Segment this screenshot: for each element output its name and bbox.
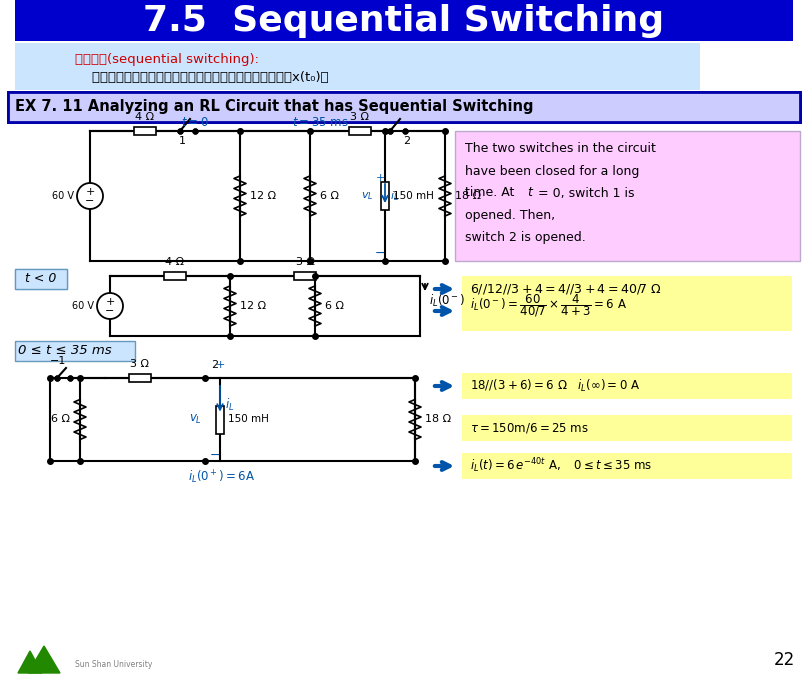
Text: −1: −1 [50, 356, 66, 366]
Polygon shape [28, 646, 60, 673]
Bar [15, 269, 67, 289]
Text: 指電路中的切換動作超過一次以上，重點在於求得初始値x(t₀)。: 指電路中的切換動作超過一次以上，重點在於求得初始値x(t₀)。 [75, 71, 329, 84]
Text: 150 mH: 150 mH [228, 415, 269, 424]
Bar [462, 291, 792, 331]
Bar [455, 131, 800, 261]
Circle shape [97, 293, 123, 319]
Text: 0 ≤ t ≤ 35 ms: 0 ≤ t ≤ 35 ms [18, 345, 112, 358]
Bar [8, 92, 800, 122]
Text: +: + [105, 297, 115, 307]
Text: = 0, switch 1 is: = 0, switch 1 is [534, 187, 634, 200]
Text: −: − [210, 449, 221, 462]
Text: 18 Ω: 18 Ω [425, 415, 451, 424]
Text: $6//12//3+4 = 4//3+4 = 40/7\ \Omega$: $6//12//3+4 = 4//3+4 = 40/7\ \Omega$ [470, 282, 662, 296]
Text: t < 0: t < 0 [25, 272, 57, 285]
Text: $t = 0$: $t = 0$ [181, 116, 208, 129]
Text: +: + [215, 360, 225, 370]
Text: 60 V: 60 V [52, 191, 74, 201]
Bar [462, 276, 792, 302]
Text: 7.5  Sequential Switching: 7.5 Sequential Switching [144, 3, 664, 37]
Bar [8, 92, 800, 122]
Text: $i_L$: $i_L$ [225, 396, 234, 413]
Text: 2: 2 [212, 360, 218, 370]
Text: $i_L(t) = 6\,e^{-40t}\ \mathrm{A},\quad 0 \leq t \leq 35\ \mathrm{ms}$: $i_L(t) = 6\,e^{-40t}\ \mathrm{A},\quad … [470, 457, 653, 475]
Text: $v_L$: $v_L$ [361, 190, 373, 202]
Text: 150 mH: 150 mH [393, 191, 434, 201]
Text: $i_L(0^-) = \dfrac{60}{40/7} \times \dfrac{4}{4+3} = 6\ \mathrm{A}$: $i_L(0^-) = \dfrac{60}{40/7} \times \dfr… [470, 293, 627, 319]
Text: 3 Ω: 3 Ω [131, 359, 149, 369]
Text: Sun Shan University: Sun Shan University [75, 660, 153, 669]
Bar [134, 127, 156, 135]
Text: 4 Ω: 4 Ω [136, 112, 154, 122]
Text: 18 Ω: 18 Ω [455, 191, 481, 201]
Text: $v_L$: $v_L$ [189, 413, 202, 426]
Bar [462, 373, 792, 399]
Text: t: t [527, 187, 532, 200]
Text: 22: 22 [774, 651, 795, 669]
Text: opened. Then,: opened. Then, [465, 208, 559, 221]
Bar [15, 269, 67, 289]
Bar [15, 0, 793, 41]
Text: 1: 1 [179, 136, 186, 146]
Text: time. At: time. At [465, 187, 519, 200]
Text: +: + [375, 173, 385, 183]
Text: $t = 35$ ms: $t = 35$ ms [292, 116, 348, 129]
Bar [349, 127, 371, 135]
Text: 6 Ω: 6 Ω [51, 415, 70, 424]
Text: 60 V: 60 V [72, 301, 94, 311]
Text: $18//(3+6) = 6\ \Omega\quad i_L(\infty) = 0\ \mathrm{A}$: $18//(3+6) = 6\ \Omega\quad i_L(\infty) … [470, 378, 641, 394]
Bar [216, 405, 224, 434]
Text: −: − [105, 306, 115, 316]
Text: $i_L$: $i_L$ [390, 189, 399, 203]
Circle shape [77, 183, 103, 209]
Bar [15, 341, 135, 361]
Bar [15, 43, 700, 90]
Text: $\tau = 150\mathrm{m}/6 = 25\ \mathrm{ms}$: $\tau = 150\mathrm{m}/6 = 25\ \mathrm{ms… [470, 421, 589, 435]
Bar [294, 272, 316, 280]
Text: $i_L(0^+) = 6\mathrm{A}$: $i_L(0^+) = 6\mathrm{A}$ [188, 469, 255, 486]
Text: 4 Ω: 4 Ω [166, 257, 184, 267]
Text: −: − [86, 196, 95, 206]
Bar [381, 182, 389, 210]
Bar [462, 415, 792, 441]
Polygon shape [18, 651, 42, 673]
Text: 2: 2 [403, 136, 410, 146]
Bar [129, 374, 151, 382]
Text: 12 Ω: 12 Ω [250, 191, 276, 201]
Bar [164, 272, 186, 280]
Text: switch 2 is opened.: switch 2 is opened. [465, 230, 586, 244]
Text: 3 Ω: 3 Ω [351, 112, 369, 122]
Text: 12 Ω: 12 Ω [240, 301, 266, 311]
Text: 6 Ω: 6 Ω [320, 191, 339, 201]
Text: EX 7. 11 Analyzing an RL Circuit that has Sequential Switching: EX 7. 11 Analyzing an RL Circuit that ha… [15, 99, 533, 114]
Text: $i_L(0^-)$: $i_L(0^-)$ [429, 293, 465, 309]
Text: 3 Ω: 3 Ω [296, 257, 314, 267]
Bar [15, 341, 135, 361]
Bar [462, 453, 792, 479]
Text: 順序切換(sequential switching):: 順序切換(sequential switching): [75, 53, 259, 66]
Text: The two switches in the circuit: The two switches in the circuit [465, 142, 656, 155]
Text: −: − [375, 247, 385, 259]
Text: 6 Ω: 6 Ω [325, 301, 344, 311]
Bar [455, 131, 800, 261]
Text: +: + [86, 187, 95, 197]
Text: have been closed for a long: have been closed for a long [465, 165, 639, 178]
